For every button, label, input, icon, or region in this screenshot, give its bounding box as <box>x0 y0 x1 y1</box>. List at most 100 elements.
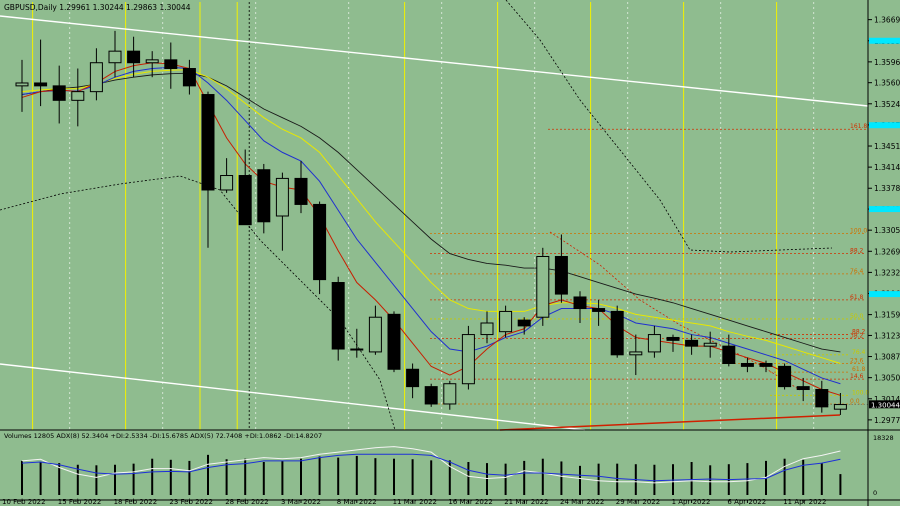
candle-bearish <box>796 386 810 391</box>
date-tick-label: 6 Apr 2022 <box>727 498 766 506</box>
candle-bullish <box>443 383 457 405</box>
candle-bearish <box>52 85 66 101</box>
fib-level-label: 88.2 <box>852 329 866 336</box>
candlesticks <box>15 30 847 415</box>
fib-level-label: 161.8 <box>850 123 867 130</box>
date-tick-label: 8 Mar 2022 <box>337 498 377 506</box>
date-tick-label: 11 Apr 2022 <box>783 498 826 506</box>
candle-bullish <box>536 255 550 318</box>
date-tick-label: 10 Feb 2022 <box>2 498 46 506</box>
fib-level-label: 100.0 <box>852 389 869 396</box>
candle-bearish <box>573 296 587 310</box>
candle-bullish <box>89 62 103 93</box>
price-tick-label: 1.30505 <box>874 374 900 383</box>
date-tick-label: 3 Mar 2022 <box>281 498 321 506</box>
candle-bearish <box>406 368 420 388</box>
candle-bullish <box>220 175 234 191</box>
candle-bearish <box>424 386 438 405</box>
date-tick-label: 18 Feb 2022 <box>114 498 158 506</box>
fib-level-label: 61.8 <box>852 366 866 373</box>
candle-bearish <box>182 68 196 87</box>
candle-bullish <box>71 91 85 101</box>
fib-level-label: 100.0 <box>850 227 867 234</box>
date-tick-label: 28 Feb 2022 <box>225 498 269 506</box>
candle-bullish <box>461 334 475 385</box>
candle-bearish <box>257 169 271 223</box>
fib-level-label: 88.2 <box>850 248 864 255</box>
date-tick-label: 16 Mar 2022 <box>448 498 492 506</box>
candle-bearish <box>740 362 754 367</box>
candle-bearish <box>331 282 345 350</box>
candle-bearish <box>554 255 568 295</box>
price-tick-label: 1.31595 <box>874 311 900 320</box>
date-tick-label: 1 Apr 2022 <box>672 498 711 506</box>
candle-bullish <box>499 310 513 333</box>
volume-indicator-label: Volumes 12805 ADX(8) 52.3404 +DI:2.5334 … <box>4 432 322 440</box>
candle-bearish <box>759 362 773 367</box>
price-tick-label: 1.30870 <box>874 353 900 362</box>
candle-bearish <box>722 345 736 364</box>
price-marker-cyan <box>869 291 900 298</box>
date-axis: 10 Feb 2022 15 Feb 2022 18 Feb 2022 23 Feb … <box>2 498 826 506</box>
candle-bullish <box>833 404 847 410</box>
price-tick-label: 1.30140 <box>874 395 900 404</box>
fib-level-label: 76.4 <box>850 268 864 275</box>
candle-bullish <box>350 348 364 351</box>
fib-level-label: 50.0 <box>850 313 864 320</box>
volume-zero-label: 0 <box>873 489 877 497</box>
fib-level-label: 38.2 <box>850 333 864 340</box>
volume-panel <box>21 446 842 495</box>
price-tick-label: 1.35965 <box>874 58 900 67</box>
fib-level-label: 61.8 <box>850 294 864 301</box>
price-tick-label: 1.32325 <box>874 268 900 277</box>
trendline-upper <box>0 15 869 107</box>
price-tick-label: 1.35605 <box>874 79 900 88</box>
candle-bearish <box>313 203 327 281</box>
price-tick-label: 1.34510 <box>874 142 900 151</box>
candle-bullish <box>703 342 717 347</box>
ma-yellow <box>21 69 841 364</box>
candle-bearish <box>666 336 680 341</box>
candle-bearish <box>517 319 531 327</box>
candle-bearish <box>592 308 606 312</box>
candle-bearish <box>294 177 308 205</box>
candle-bearish <box>815 389 829 408</box>
price-marker-cyan <box>869 37 900 44</box>
price-tick-label: 1.36695 <box>874 16 900 25</box>
candle-bearish <box>201 94 215 191</box>
date-tick-label: 11 Mar 2022 <box>393 498 437 506</box>
candle-bullish <box>275 177 289 217</box>
trendline-lower <box>0 363 586 431</box>
candle-bearish <box>34 82 48 87</box>
price-tick-label: 1.35240 <box>874 100 900 109</box>
candle-bullish <box>145 59 159 64</box>
fib-level-label: 76.4 <box>852 349 866 356</box>
volume-max-label: 18328 <box>873 434 894 442</box>
candle-bearish <box>164 59 178 70</box>
candle-bearish <box>778 365 792 388</box>
date-tick-label: 24 Mar 2022 <box>560 498 604 506</box>
candle-bearish <box>387 313 401 370</box>
price-marker-cyan <box>869 206 900 213</box>
candle-bullish <box>108 50 122 64</box>
candle-bullish <box>480 322 494 336</box>
candle-bearish <box>685 339 699 347</box>
candle-bullish <box>368 316 382 353</box>
candle-bullish <box>15 82 29 87</box>
trendline-support <box>499 414 841 431</box>
price-tick-label: 1.31235 <box>874 331 900 340</box>
candle-bearish <box>610 310 624 356</box>
date-tick-label: 21 Mar 2022 <box>504 498 548 506</box>
candle-bearish <box>238 175 252 226</box>
candle-bullish <box>647 334 661 353</box>
adx-line-blue <box>21 453 841 482</box>
date-tick-label: 29 Mar 2022 <box>616 498 660 506</box>
price-marker-cyan <box>869 122 900 129</box>
current-price-box <box>869 400 900 409</box>
chart-title: GBPUSD,Daily 1.29961 1.30244 1.29863 1.3… <box>4 3 191 12</box>
current-price-label: 1.30044 <box>871 401 900 409</box>
adx-line-white <box>21 446 841 484</box>
